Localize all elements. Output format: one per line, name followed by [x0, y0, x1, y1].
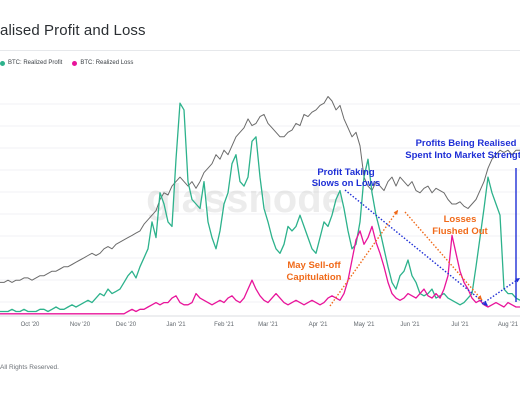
- legend-label-loss: BTC: Realized Loss: [80, 60, 134, 66]
- annotation-label: Slows on Lows: [312, 178, 381, 189]
- x-tick-label: May '21: [354, 322, 375, 328]
- annotation-label: Profits Being Realised: [416, 138, 517, 149]
- trend-arrow-may-selloff-head: [393, 210, 398, 215]
- annotation-label: Flushed Out: [432, 226, 488, 237]
- x-tick-label: Feb '21: [214, 322, 234, 328]
- x-tick-label: Jan '21: [166, 322, 186, 328]
- x-tick-label: Dec '20: [116, 322, 137, 328]
- footer-copyright: All Rights Reserved.: [0, 364, 59, 371]
- legend-swatch-profit: [0, 60, 5, 66]
- title-divider: [0, 50, 520, 51]
- annotation-label: Spent Into Market Strength: [405, 150, 520, 161]
- x-tick-label: Oct '20: [21, 322, 40, 328]
- trend-arrow-profit-taking-head: [483, 301, 488, 306]
- x-tick-label: Nov '20: [70, 322, 91, 328]
- annotation-label: Losses: [444, 214, 477, 225]
- x-tick-label: Mar '21: [258, 322, 278, 328]
- series-line-profit: [0, 102, 520, 313]
- x-tick-label: Jun '21: [400, 322, 420, 328]
- x-tick-label: Aug '21: [498, 322, 519, 328]
- trend-arrow-losses-head: [477, 295, 482, 300]
- annotation-label: May Sell-off: [287, 260, 341, 271]
- chart-legend: BTC: Realized Profit BTC: Realized Loss: [0, 60, 133, 66]
- legend-item-profit[interactable]: BTC: Realized Profit: [0, 60, 62, 66]
- chart-title: alised Profit and Loss: [0, 22, 146, 39]
- legend-item-loss[interactable]: BTC: Realized Loss: [72, 60, 133, 66]
- trend-arrow-profit-taking: [344, 189, 489, 307]
- x-tick-label: Jul '21: [451, 322, 469, 328]
- annotation-label: Profit Taking: [317, 167, 375, 178]
- legend-label-profit: BTC: Realized Profit: [8, 60, 63, 66]
- series-line-price: [0, 96, 520, 283]
- legend-swatch-loss: [72, 60, 78, 66]
- annotation-label: Capitulation: [287, 272, 342, 283]
- series-line-loss: [0, 225, 520, 315]
- trend-arrow-profits-realised: [481, 277, 520, 305]
- x-tick-label: Apr '21: [309, 322, 328, 328]
